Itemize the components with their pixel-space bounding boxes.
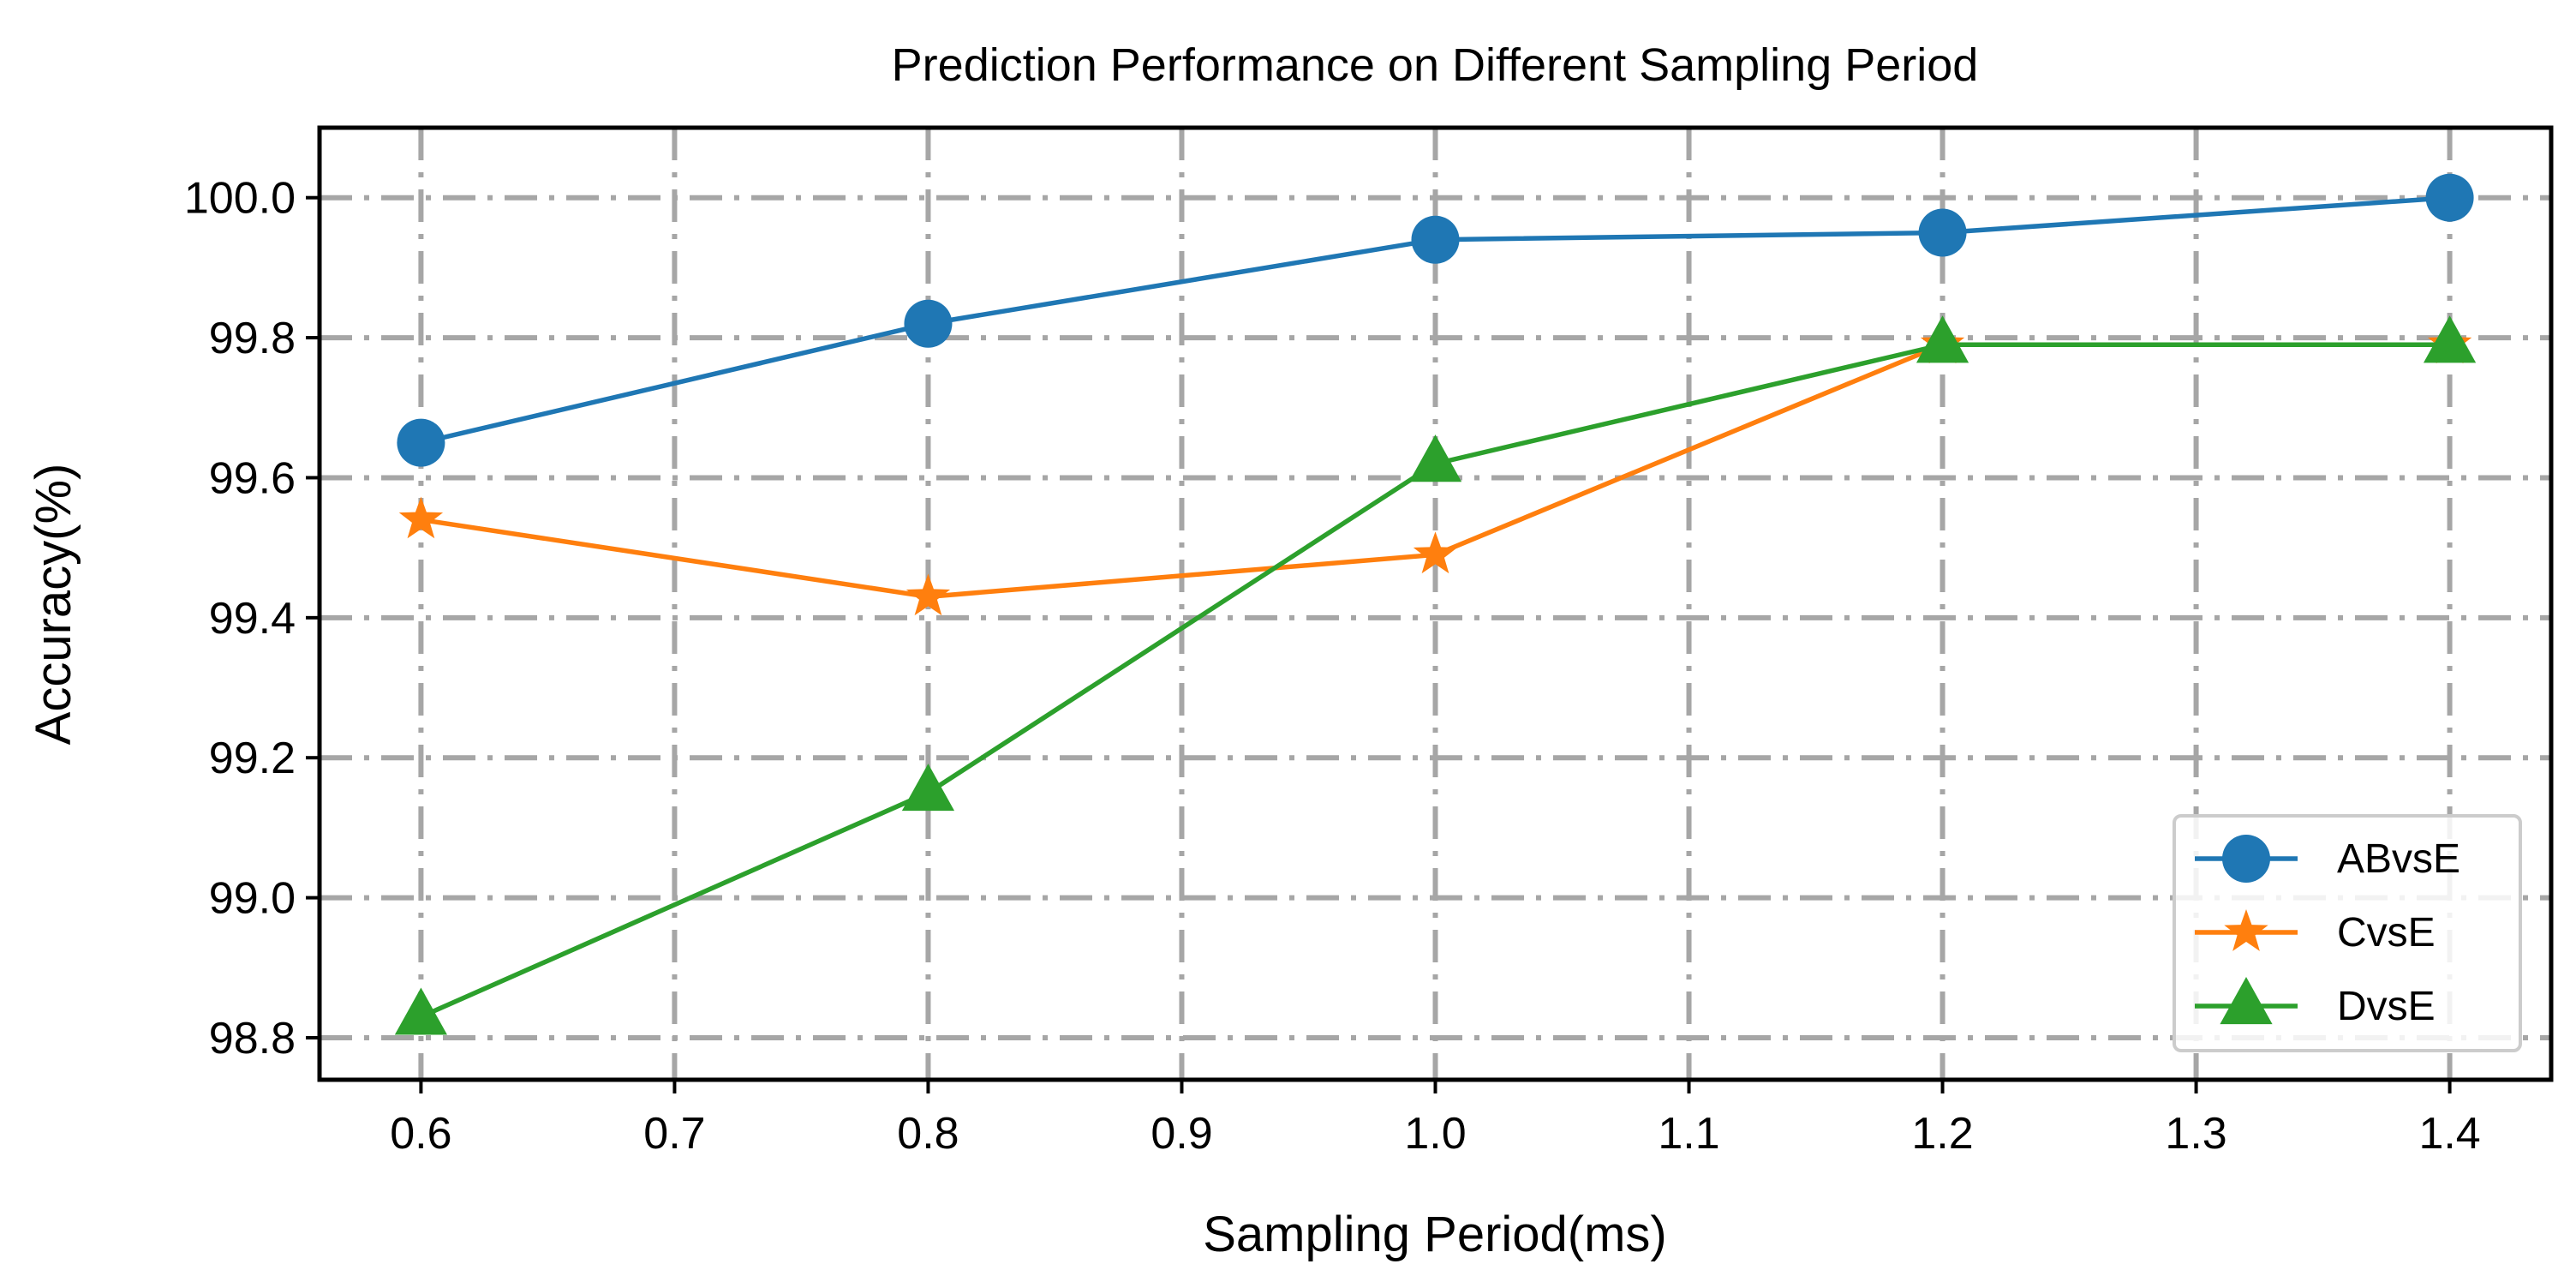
x-tick-label: 1.1 bbox=[1658, 1109, 1719, 1159]
legend-label-ABvsE: ABvsE bbox=[2337, 836, 2460, 882]
legend: ABvsE CvsE DvsE bbox=[2173, 814, 2522, 1052]
legend-label-DvsE: DvsE bbox=[2337, 984, 2436, 1029]
x-tick-label: 0.8 bbox=[897, 1109, 959, 1159]
y-tick-label: 99.6 bbox=[209, 453, 296, 503]
y-tick-label: 99.2 bbox=[209, 734, 296, 783]
x-tick-label: 1.2 bbox=[1911, 1109, 1973, 1159]
x-axis-ticks: 0.6 0.7 0.8 0.9 1.0 1.1 1.2 1.3 1.4 bbox=[390, 1080, 2481, 1159]
data-point-CvsE bbox=[1413, 531, 1458, 574]
y-tick-label: 99.0 bbox=[209, 874, 296, 924]
x-tick-label: 0.6 bbox=[390, 1109, 451, 1159]
data-point-DvsE bbox=[901, 764, 955, 812]
x-tick-label: 1.3 bbox=[2165, 1109, 2226, 1159]
legend-marker-CvsE bbox=[2224, 909, 2268, 951]
x-tick-label: 0.9 bbox=[1151, 1109, 1212, 1159]
y-tick-label: 100.0 bbox=[184, 174, 296, 224]
y-tick-label: 99.4 bbox=[209, 594, 296, 644]
legend-marker-DvsE bbox=[2220, 977, 2273, 1025]
series-layer bbox=[394, 173, 2477, 1035]
data-point-ABvsE bbox=[1411, 215, 1460, 264]
series-DvsE bbox=[394, 315, 2477, 1035]
data-point-ABvsE bbox=[1918, 208, 1967, 257]
y-axis-label: Accuracy(%) bbox=[26, 464, 81, 746]
data-point-ABvsE bbox=[397, 418, 445, 467]
x-tick-label: 1.0 bbox=[1404, 1109, 1466, 1159]
data-point-DvsE bbox=[394, 987, 448, 1035]
chart-title: Prediction Performance on Different Samp… bbox=[892, 39, 1979, 91]
x-tick-label: 0.7 bbox=[643, 1109, 705, 1159]
data-point-ABvsE bbox=[904, 299, 953, 348]
data-point-CvsE bbox=[398, 496, 444, 539]
x-tick-label: 1.4 bbox=[2418, 1109, 2480, 1159]
data-point-DvsE bbox=[1916, 315, 1969, 363]
y-tick-label: 99.8 bbox=[209, 314, 296, 363]
legend-marker-ABvsE bbox=[2222, 835, 2270, 883]
legend-label-CvsE: CvsE bbox=[2337, 910, 2436, 956]
data-point-DvsE bbox=[1408, 434, 1462, 482]
series-ABvsE bbox=[397, 173, 2474, 467]
y-axis-ticks: 98.8 99.0 99.2 99.4 99.6 99.8 100.0 bbox=[184, 174, 320, 1063]
x-axis-label: Sampling Period(ms) bbox=[1203, 1207, 1667, 1262]
data-point-CvsE bbox=[905, 573, 951, 616]
data-point-DvsE bbox=[2423, 315, 2477, 363]
data-point-ABvsE bbox=[2425, 173, 2474, 222]
y-tick-label: 98.8 bbox=[209, 1014, 296, 1063]
